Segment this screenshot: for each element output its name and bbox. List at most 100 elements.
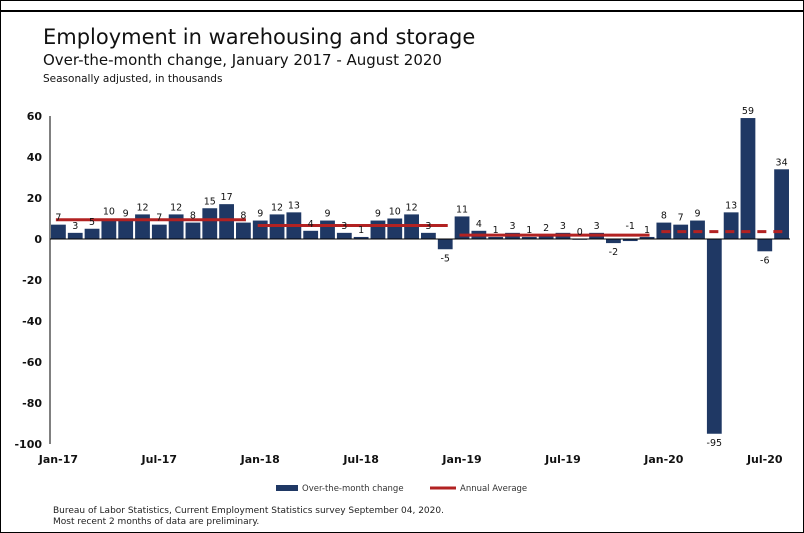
data-label: 3 (509, 221, 515, 232)
data-label: 3 (341, 221, 347, 232)
bar-1 (67, 232, 83, 239)
bar-39 (706, 239, 722, 434)
data-label: 2 (543, 223, 549, 234)
y-tick-label: -80 (22, 397, 42, 410)
bar-17 (336, 232, 352, 239)
data-label: 7 (55, 213, 61, 224)
bar-8 (185, 222, 201, 239)
bar-24 (454, 216, 470, 239)
bar-43 (774, 169, 789, 239)
bar-19 (370, 220, 386, 239)
bar-11 (236, 222, 251, 239)
data-label: -5 (440, 253, 449, 264)
legend-bar-swatch (276, 485, 298, 491)
data-label: 34 (776, 157, 788, 168)
x-tick-label: Jul-17 (141, 453, 178, 466)
chart-note: Seasonally adjusted, in thousands (43, 73, 223, 85)
data-label: 9 (324, 209, 330, 220)
data-label: 0 (577, 227, 583, 238)
bar-2 (84, 228, 100, 239)
y-tick-label: -60 (22, 356, 42, 369)
data-label: 3 (594, 221, 600, 232)
bar-0 (51, 224, 66, 239)
x-tick-label: Jul-18 (342, 453, 379, 466)
annotation-label: -1 (625, 221, 634, 232)
x-tick-label: Jul-19 (544, 453, 581, 466)
x-tick-label: Jan-20 (643, 453, 684, 466)
data-label: 11 (456, 204, 468, 215)
legend-label-average: Annual Average (460, 484, 527, 494)
data-label: 9 (123, 209, 129, 220)
bar-10 (219, 204, 234, 239)
bar-4 (118, 220, 134, 239)
data-label: 3 (72, 221, 78, 232)
y-tick-label: -20 (22, 274, 42, 287)
data-label: 5 (89, 217, 95, 228)
y-tick-label: 40 (27, 151, 43, 164)
bar-20 (387, 218, 403, 239)
bar-18 (353, 236, 369, 239)
bar-7 (168, 214, 184, 239)
bar-26 (488, 236, 504, 239)
x-tick-label: Jan-17 (38, 453, 78, 466)
x-tick-label: Jan-19 (441, 453, 481, 466)
data-label: -2 (609, 247, 618, 258)
y-tick-label: -100 (14, 438, 42, 451)
bar-33 (606, 239, 621, 244)
chart-title: Employment in warehousing and storage (43, 25, 476, 49)
data-label: 1 (358, 225, 364, 236)
source-line-2: Most recent 2 months of data are prelimi… (53, 517, 260, 527)
data-label: 1 (493, 225, 499, 236)
data-label: 3 (425, 221, 431, 232)
data-label: 3 (560, 221, 566, 232)
data-label: 59 (742, 106, 754, 117)
data-label: 9 (694, 209, 700, 220)
data-label: 12 (170, 202, 182, 213)
bar-3 (101, 218, 117, 239)
x-tick-label: Jan-18 (240, 453, 280, 466)
data-label: 8 (240, 211, 246, 222)
source-line-1: Bureau of Labor Statistics, Current Empl… (53, 506, 444, 516)
data-label: 17 (221, 192, 233, 203)
data-label: -6 (760, 255, 769, 266)
data-label: 4 (476, 219, 482, 230)
bar-15 (303, 230, 319, 239)
y-tick-label: 60 (27, 110, 43, 123)
y-tick-label: 20 (27, 192, 43, 205)
data-label: 1 (644, 225, 650, 236)
data-label: 1 (526, 225, 532, 236)
legend-label-bars: Over-the-month change (302, 484, 404, 494)
y-tick-label: 0 (34, 233, 42, 246)
bar-29 (538, 234, 554, 239)
bar-42 (757, 239, 773, 252)
data-label: 13 (288, 200, 300, 211)
data-label: 8 (190, 211, 196, 222)
bar-38 (690, 220, 705, 239)
data-label: -95 (707, 438, 723, 449)
data-label: 15 (204, 196, 216, 207)
bar-28 (521, 236, 537, 239)
x-tick-label: Jul-20 (746, 453, 783, 466)
y-tick-label: -40 (22, 315, 42, 328)
bar-34 (622, 239, 638, 242)
data-label: 8 (661, 211, 667, 222)
bar-6 (151, 224, 167, 239)
bar-40 (723, 212, 739, 239)
bar-23 (437, 239, 453, 250)
bar-5 (135, 214, 150, 239)
data-label: 10 (389, 207, 401, 218)
data-label: 10 (103, 207, 115, 218)
data-label: 12 (136, 202, 148, 213)
top-border (0, 0, 804, 12)
bar-12 (252, 220, 268, 239)
bar-35 (639, 236, 655, 239)
chart-subtitle: Over-the-month change, January 2017 - Au… (43, 51, 442, 69)
data-label: 4 (308, 219, 314, 230)
bar-22 (421, 232, 436, 239)
data-label: 13 (725, 200, 737, 211)
data-label: 9 (257, 209, 263, 220)
bar-9 (202, 208, 218, 239)
bar-41 (740, 118, 756, 239)
data-label: 12 (406, 202, 418, 213)
